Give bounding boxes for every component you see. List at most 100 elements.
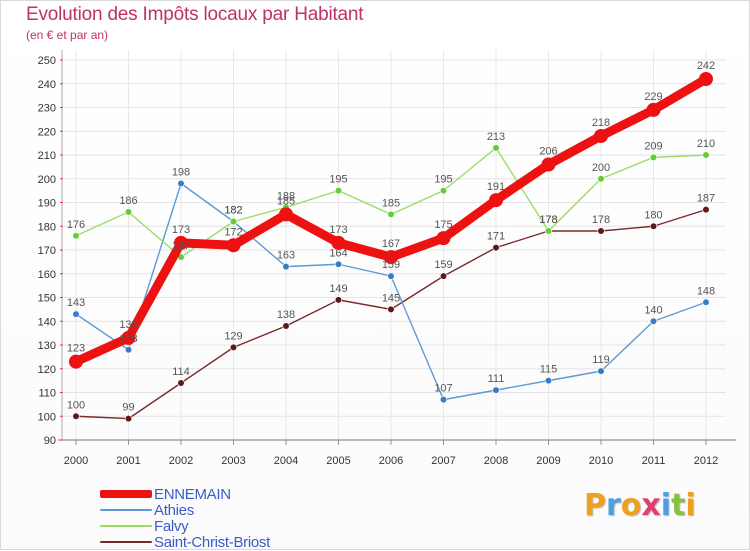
data-point (699, 72, 713, 86)
x-tick-label: 2008 (484, 455, 508, 467)
data-point (72, 310, 80, 318)
data-label: 176 (67, 219, 85, 231)
data-label: 198 (172, 167, 190, 179)
data-label: 100 (67, 399, 85, 411)
data-point (541, 157, 556, 172)
legend-label: ENNEMAIN (154, 485, 231, 503)
y-tick-label: 170 (38, 245, 56, 257)
data-point (121, 330, 136, 345)
data-label: 148 (697, 285, 715, 297)
data-label: 173 (172, 224, 190, 236)
data-label: 115 (540, 364, 558, 376)
legend-label: Falvy (154, 517, 189, 535)
data-label: 133 (119, 319, 137, 331)
data-point (492, 244, 500, 252)
data-point (124, 208, 133, 216)
y-tick-label: 120 (38, 364, 56, 376)
y-tick-label: 160 (38, 269, 56, 281)
data-label: 218 (592, 117, 610, 129)
y-tick-label: 230 (38, 103, 56, 115)
data-label: 140 (644, 304, 662, 316)
data-label: 114 (172, 366, 190, 378)
legend-swatch (100, 490, 152, 498)
x-tick-label: 2005 (326, 455, 350, 467)
data-point (702, 151, 710, 159)
y-tick-label: 130 (38, 340, 56, 352)
data-label: 171 (487, 231, 505, 243)
data-point (646, 102, 661, 117)
x-tick-label: 2007 (431, 455, 455, 467)
data-point (282, 322, 290, 330)
data-label: 213 (487, 131, 505, 143)
x-tick-label: 2010 (589, 455, 613, 467)
data-point (702, 298, 710, 306)
data-label: 173 (329, 224, 347, 236)
data-label: 167 (382, 238, 400, 250)
data-point (439, 396, 448, 404)
proxiti-logo: Proxiti (584, 488, 696, 523)
grid (64, 50, 726, 440)
data-point (544, 377, 553, 385)
data-point (384, 250, 398, 265)
data-label: 175 (434, 219, 452, 231)
data-point (649, 317, 658, 325)
data-point (334, 260, 343, 268)
data-label: 172 (224, 226, 242, 238)
data-label: 129 (224, 330, 242, 342)
data-label: 145 (382, 292, 400, 304)
data-label: 195 (329, 174, 347, 186)
data-point (597, 175, 605, 183)
data-point (439, 187, 448, 195)
logo-letter: i (660, 488, 672, 523)
data-label: 178 (539, 214, 557, 226)
data-label: 178 (539, 214, 557, 226)
data-label: 138 (277, 309, 295, 321)
x-tick-label: 2003 (221, 455, 245, 467)
data-point (124, 415, 133, 423)
data-point (597, 367, 605, 375)
data-label: 99 (122, 402, 134, 414)
data-point (279, 207, 293, 222)
data-label: 164 (329, 247, 347, 259)
data-point (72, 232, 80, 240)
data-point (229, 217, 238, 226)
y-tick-label: 210 (38, 150, 56, 162)
data-label: 180 (644, 209, 662, 221)
data-point (282, 263, 290, 271)
legend-item-falvy: Falvy (100, 517, 270, 535)
data-label: 123 (67, 343, 85, 355)
x-tick-label: 2012 (694, 455, 718, 467)
y-tick-label: 150 (38, 293, 56, 305)
legend-item-athies: Athies (100, 501, 270, 519)
logo-letter: r (606, 488, 621, 523)
y-tick-label: 100 (38, 411, 56, 423)
legend-swatch (100, 525, 152, 527)
data-point (492, 144, 500, 152)
logo-letter: i (685, 488, 696, 523)
data-point (177, 179, 185, 188)
data-label: 119 (592, 354, 610, 366)
data-label: 143 (67, 297, 85, 309)
data-label: 163 (277, 250, 295, 262)
legend-item-saint-christ-briost: Saint-Christ-Briost (100, 533, 270, 551)
data-point (124, 346, 133, 354)
data-point (544, 227, 553, 235)
data-label: 149 (329, 283, 347, 295)
data-label: 107 (434, 383, 452, 395)
data-label: 191 (487, 181, 505, 193)
data-point (436, 231, 451, 246)
data-label: 167 (172, 240, 190, 252)
y-tick-label: 190 (38, 198, 56, 210)
legend-swatch (100, 509, 152, 511)
data-point (177, 379, 185, 387)
data-label: 187 (697, 193, 715, 205)
chart-title: Evolution des Impôts locaux par Habitant (26, 4, 364, 25)
legend-label: Saint-Christ-Briost (154, 533, 270, 551)
legend-label: Athies (154, 501, 194, 519)
x-tick-label: 2006 (379, 455, 403, 467)
data-label: 182 (224, 205, 242, 217)
series-group (69, 72, 713, 423)
data-label: 182 (224, 205, 242, 217)
x-tick-label: 2001 (116, 455, 140, 467)
